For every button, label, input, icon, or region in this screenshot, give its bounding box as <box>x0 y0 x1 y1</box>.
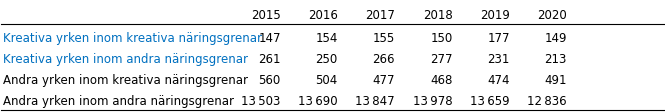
Text: 2018: 2018 <box>424 9 453 22</box>
Text: 147: 147 <box>258 32 281 45</box>
Text: 477: 477 <box>372 74 395 86</box>
Text: 13 847: 13 847 <box>355 94 395 107</box>
Text: Andra yrken inom andra näringsgrenar: Andra yrken inom andra näringsgrenar <box>3 94 233 107</box>
Text: 13 659: 13 659 <box>470 94 510 107</box>
Text: 491: 491 <box>545 74 567 86</box>
Text: 149: 149 <box>545 32 567 45</box>
Text: 2016: 2016 <box>308 9 338 22</box>
Text: 504: 504 <box>316 74 338 86</box>
Text: 177: 177 <box>487 32 510 45</box>
Text: Andra yrken inom kreativa näringsgrenar: Andra yrken inom kreativa näringsgrenar <box>3 74 248 86</box>
Text: 13 503: 13 503 <box>241 94 281 107</box>
Text: Kreativa yrken inom kreativa näringsgrenar: Kreativa yrken inom kreativa näringsgren… <box>3 32 262 45</box>
Text: 2015: 2015 <box>251 9 281 22</box>
Text: 2019: 2019 <box>480 9 510 22</box>
Text: 250: 250 <box>316 53 338 66</box>
Text: 2020: 2020 <box>537 9 567 22</box>
Text: 468: 468 <box>431 74 453 86</box>
Text: 474: 474 <box>487 74 510 86</box>
Text: 154: 154 <box>315 32 338 45</box>
Text: 277: 277 <box>430 53 453 66</box>
Text: 266: 266 <box>372 53 395 66</box>
Text: 213: 213 <box>545 53 567 66</box>
Text: 12 836: 12 836 <box>527 94 567 107</box>
Text: Kreativa yrken inom andra näringsgrenar: Kreativa yrken inom andra näringsgrenar <box>3 53 248 66</box>
Text: 13 690: 13 690 <box>298 94 338 107</box>
Text: 155: 155 <box>372 32 395 45</box>
Text: 150: 150 <box>431 32 453 45</box>
Text: 231: 231 <box>487 53 510 66</box>
Text: 560: 560 <box>259 74 281 86</box>
Text: 261: 261 <box>258 53 281 66</box>
Text: 13 978: 13 978 <box>414 94 453 107</box>
Text: 2017: 2017 <box>365 9 395 22</box>
